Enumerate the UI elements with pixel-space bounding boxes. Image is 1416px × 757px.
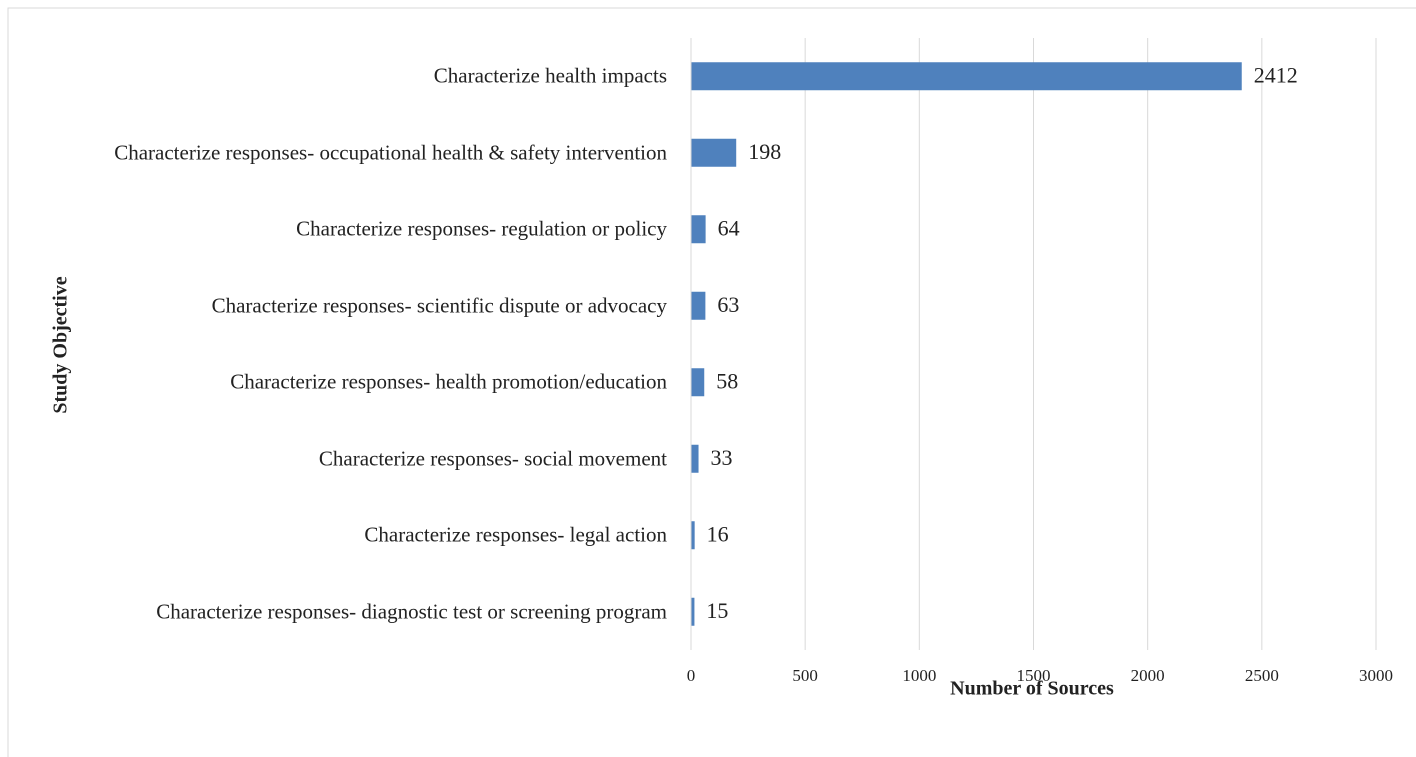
x-tick-label: 1000: [902, 666, 936, 685]
bar: [691, 368, 705, 397]
data-label: 64: [718, 215, 740, 240]
bar: [691, 597, 695, 626]
y-tick-label: Characterize responses- scientific dispu…: [211, 293, 667, 318]
y-tick-label: Characterize responses- diagnostic test …: [156, 599, 667, 624]
x-axis-title: Number of Sources: [950, 678, 1114, 700]
x-tick-label: 2500: [1245, 666, 1279, 685]
y-tick-label: Characterize responses- health promotion…: [230, 369, 667, 394]
y-tick-label: Characterize responses- occupational hea…: [114, 140, 667, 165]
x-tick-label: 500: [792, 666, 818, 685]
bar: [691, 444, 699, 473]
x-tick-label: 3000: [1359, 666, 1393, 685]
x-tick-label: 1500: [1017, 666, 1051, 685]
y-axis-title: Study Objective: [50, 276, 72, 413]
data-label: 15: [706, 598, 728, 623]
data-label: 63: [717, 292, 739, 317]
bar: [691, 521, 695, 550]
y-tick-label: Characterize responses- regulation or po…: [296, 216, 667, 241]
category-label-box: Characterize responses- scientific dispu…: [212, 291, 667, 320]
category-label-box: Characterize responses- social movement: [319, 444, 667, 473]
x-tick-label: 2000: [1131, 666, 1165, 685]
bar: [691, 291, 706, 320]
category-label-box: Characterize responses- health promotion…: [230, 368, 667, 397]
data-label: 33: [711, 445, 733, 470]
category-label-box: Characterize responses- legal action: [364, 521, 667, 550]
data-label: 198: [748, 139, 781, 164]
data-label: 58: [716, 368, 738, 393]
bar: [691, 62, 1242, 91]
category-label-box: Characterize responses- diagnostic test …: [156, 597, 667, 626]
bar: [691, 215, 706, 244]
y-tick-label: Characterize responses- social movement: [318, 446, 667, 471]
y-tick-label: Characterize health impacts: [433, 63, 667, 88]
y-tick-label: Characterize responses- legal action: [364, 522, 667, 547]
category-label-box: Characterize responses- occupational hea…: [114, 138, 667, 167]
chart-frame: [7, 7, 1416, 757]
bar: [691, 138, 737, 167]
category-label-box: Characterize responses- regulation or po…: [296, 215, 667, 244]
data-label: 16: [707, 521, 729, 546]
data-label: 2412: [1254, 62, 1298, 87]
category-label-box: Characterize health impacts: [434, 62, 667, 91]
x-tick-label: 0: [687, 666, 696, 685]
